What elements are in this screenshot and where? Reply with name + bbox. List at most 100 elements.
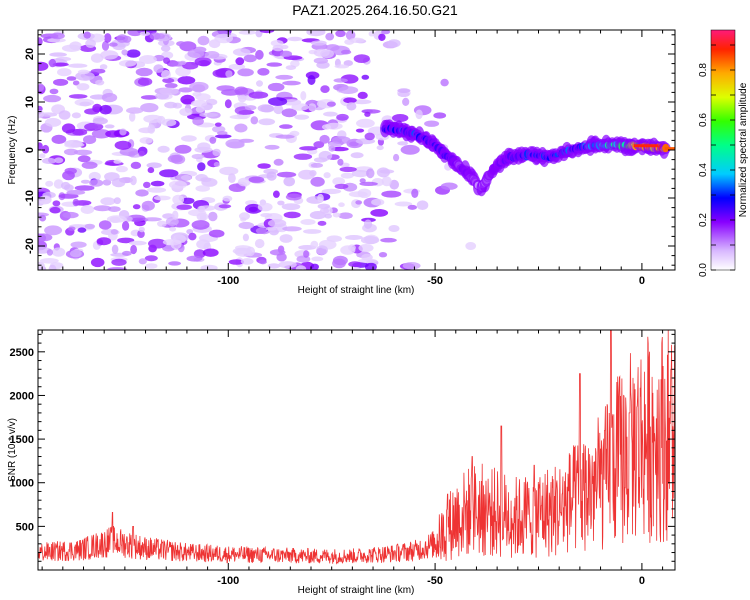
- noise-blob: [92, 117, 108, 125]
- noise-blob: [402, 262, 421, 270]
- noise-blob: [239, 212, 250, 221]
- noise-blob: [73, 149, 93, 156]
- noise-blob: [188, 232, 197, 241]
- noise-blob: [49, 32, 65, 40]
- noise-blob: [348, 244, 356, 252]
- noise-blob: [68, 94, 88, 99]
- noise-blob: [197, 205, 206, 213]
- colorbar-label: Normalized spectral amplitude: [738, 82, 749, 217]
- noise-blob: [465, 242, 477, 250]
- noise-blob: [237, 94, 247, 103]
- noise-blob: [117, 237, 135, 244]
- noise-blob: [326, 101, 336, 107]
- snr-line-layer: [38, 330, 675, 565]
- noise-blob: [346, 102, 357, 111]
- noise-blob: [195, 106, 205, 113]
- noise-blob: [143, 181, 151, 189]
- noise-blob: [228, 173, 236, 184]
- noise-blob: [337, 158, 344, 166]
- noise-blob: [98, 220, 112, 230]
- noise-blob: [143, 114, 163, 124]
- noise-blob: [348, 191, 368, 198]
- noise-blob: [407, 204, 417, 210]
- noise-blob: [335, 30, 346, 38]
- noise-blob: [38, 233, 47, 243]
- noise-blob: [138, 150, 145, 157]
- noise-blob: [310, 162, 323, 168]
- noise-blob: [424, 120, 440, 127]
- noise-blob: [84, 122, 104, 131]
- noise-blob: [311, 256, 324, 262]
- noise-blob: [234, 86, 248, 95]
- noise-blob: [381, 176, 392, 187]
- noise-blob: [393, 153, 400, 162]
- noise-blob: [310, 240, 319, 249]
- noise-blob: [351, 170, 370, 178]
- noise-blob: [119, 128, 127, 136]
- noise-blob: [75, 71, 95, 81]
- noise-blob: [345, 30, 356, 40]
- noise-blob: [260, 104, 275, 113]
- noise-blob: [38, 110, 45, 119]
- noise-blob: [130, 175, 137, 186]
- noise-blob: [366, 168, 375, 179]
- noise-blob: [93, 205, 112, 212]
- noise-blob: [209, 136, 217, 144]
- noise-blob: [214, 122, 222, 127]
- noise-blob: [338, 212, 353, 219]
- noise-blob: [356, 118, 375, 128]
- noise-blob: [72, 128, 88, 136]
- noise-blob: [273, 104, 284, 115]
- noise-blob: [147, 124, 156, 134]
- noise-blob: [340, 172, 354, 179]
- noise-blob: [279, 124, 293, 129]
- noise-blob: [341, 49, 352, 55]
- noise-blob: [42, 157, 57, 164]
- noise-blob: [325, 122, 343, 130]
- noise-blob: [237, 68, 254, 77]
- noise-blob: [320, 49, 334, 59]
- noise-blob: [39, 153, 46, 159]
- noise-blob: [273, 158, 284, 166]
- noise-blob: [392, 114, 409, 122]
- noise-blob: [138, 226, 145, 233]
- noise-blob: [89, 179, 104, 187]
- noise-blob: [234, 123, 248, 133]
- noise-blob: [200, 264, 218, 270]
- noise-blob: [74, 185, 95, 191]
- noise-blob: [228, 63, 246, 70]
- noise-blob: [137, 77, 153, 86]
- noise-blob: [353, 54, 370, 63]
- snr-x-tick-label: -100: [217, 575, 239, 587]
- noise-blob: [363, 219, 373, 229]
- noise-blob: [380, 237, 397, 243]
- noise-blob: [77, 155, 91, 163]
- noise-blob: [364, 132, 375, 141]
- noise-blob: [265, 226, 277, 231]
- noise-blob: [66, 190, 86, 195]
- noise-blob: [54, 157, 64, 164]
- noise-blob: [268, 97, 288, 106]
- noise-blob: [83, 135, 97, 145]
- noise-blob: [84, 223, 96, 229]
- spectrogram-y-tick-label: 10: [24, 96, 36, 108]
- noise-blob: [140, 103, 159, 113]
- colorbar-tick-label: 0.4: [698, 163, 709, 177]
- noise-blob: [60, 181, 71, 190]
- noise-blob: [276, 252, 287, 262]
- noise-blob: [378, 252, 388, 258]
- noise-blob: [44, 225, 63, 236]
- noise-blob: [90, 257, 105, 268]
- noise-blob: [181, 135, 197, 142]
- spectrogram-heatmap: [38, 30, 675, 270]
- noise-blob: [164, 83, 178, 89]
- noise-blob: [63, 148, 79, 156]
- noise-blob: [176, 204, 192, 210]
- noise-blob: [306, 30, 326, 37]
- noise-blob: [243, 54, 257, 63]
- noise-blob: [157, 145, 170, 153]
- noise-blob: [228, 259, 245, 265]
- noise-blob: [122, 250, 132, 256]
- noise-blob: [167, 154, 183, 163]
- snr-y-tick-label: 1000: [10, 478, 34, 490]
